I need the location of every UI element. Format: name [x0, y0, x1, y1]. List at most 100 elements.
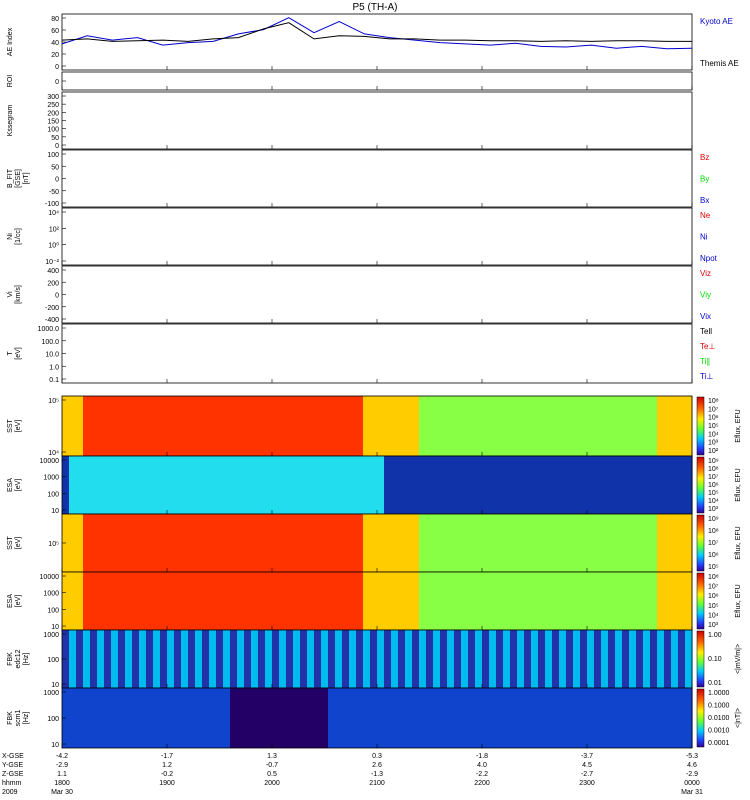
heatmap-cell	[398, 396, 406, 456]
heatmap-cell	[489, 456, 497, 514]
colorbar-tick-label: 10⁷	[708, 406, 719, 413]
heatmap-cell	[76, 396, 84, 456]
x-tick-label: 1900	[159, 780, 175, 787]
heatmap-cell	[132, 688, 140, 748]
heatmap-cell	[181, 396, 189, 456]
heatmap-cell	[580, 396, 588, 456]
heatmap-cell	[223, 630, 231, 688]
heatmap-cell	[132, 630, 140, 688]
heatmap-cell	[314, 630, 322, 688]
y-tick-label: 10.0	[45, 352, 59, 359]
heatmap-cell	[167, 688, 175, 748]
heatmap-cell	[524, 456, 532, 514]
heatmap-cell	[447, 688, 455, 748]
heatmap-cell	[538, 396, 546, 456]
legend-entry: Ne	[700, 211, 711, 220]
y-tick-label: 10⁴	[48, 210, 59, 217]
heatmap-cell	[678, 630, 686, 688]
heatmap-cell	[461, 456, 469, 514]
x-tick-label: 1.3	[267, 753, 277, 760]
heatmap-cell	[76, 514, 84, 572]
y-axis-label: SST	[7, 418, 14, 432]
heatmap-cell	[146, 688, 154, 748]
heatmap-cell	[111, 572, 119, 630]
heatmap-cell	[195, 688, 203, 748]
heatmap-cell	[454, 572, 462, 630]
heatmap-cell	[181, 688, 189, 748]
heatmap-cell	[300, 396, 308, 456]
heatmap-cell	[419, 396, 427, 456]
heatmap-cell	[223, 572, 231, 630]
heatmap-cell	[293, 396, 301, 456]
heatmap-cell	[377, 396, 385, 456]
y-axis-label: ESA	[7, 594, 14, 608]
legend-entry: Kyoto AE	[700, 17, 733, 26]
heatmap-cell	[636, 514, 644, 572]
heatmap-cell	[251, 396, 259, 456]
y-tick-label: 40	[51, 40, 59, 47]
heatmap-cell	[482, 688, 490, 748]
heatmap-cell	[97, 630, 105, 688]
heatmap-cell	[160, 396, 168, 456]
heatmap-cell	[125, 572, 133, 630]
heatmap-cell	[174, 514, 182, 572]
colorbar-label: Eflux, EFU	[735, 468, 742, 501]
heatmap-cell	[300, 514, 308, 572]
colorbar-tick-label: 10⁶	[708, 593, 719, 600]
heatmap-cell	[622, 572, 630, 630]
y-tick-label: 100.0	[41, 339, 59, 346]
heatmap-cell	[489, 688, 497, 748]
heatmap-cell	[118, 688, 126, 748]
x-axis-labels: X-GSE Y-GSE Z-GSE hhmm 2009 -4.2 -2.9 1.1 1800 Ma…	[2, 753, 703, 796]
heatmap-cell	[475, 396, 483, 456]
heatmap-cell	[545, 514, 553, 572]
heatmap-cell	[90, 396, 98, 456]
heatmap-cell	[69, 396, 77, 456]
heatmap-cell	[76, 572, 84, 630]
heatmap-cell	[643, 572, 651, 630]
heatmap-cell	[419, 688, 427, 748]
y-axis-label: T	[7, 351, 14, 356]
heatmap-cell	[454, 514, 462, 572]
y-tick-label: 0	[55, 64, 59, 71]
heatmap-cell	[566, 688, 574, 748]
heatmap-cell	[377, 572, 385, 630]
heatmap-cell	[125, 630, 133, 688]
heatmap-cell	[286, 630, 294, 688]
heatmap-cell	[356, 688, 364, 748]
heatmap-cell	[125, 456, 133, 514]
x-tick-label: 1.2	[162, 762, 172, 769]
heatmap-cell	[97, 456, 105, 514]
heatmap-cell	[629, 456, 637, 514]
heatmap-cell	[111, 456, 119, 514]
heatmap-cell	[356, 396, 364, 456]
heatmap-cell	[545, 688, 553, 748]
heatmap-cell	[174, 688, 182, 748]
heatmap-cell	[475, 630, 483, 688]
heatmap-cell	[419, 514, 427, 572]
y-tick-label: 10	[51, 682, 59, 689]
heatmap-cell	[671, 514, 679, 572]
heatmap-cell	[643, 688, 651, 748]
heatmap-cell	[531, 572, 539, 630]
heatmap-cell	[363, 688, 371, 748]
heatmap-cell	[482, 572, 490, 630]
heatmap-cell	[685, 514, 693, 572]
heatmap-cell	[279, 630, 287, 688]
heatmap-cell	[321, 456, 329, 514]
heatmap-cell	[160, 630, 168, 688]
heatmap-cell	[118, 630, 126, 688]
heatmap-cell	[279, 396, 287, 456]
heatmap-cell	[412, 396, 420, 456]
heatmap-cell	[111, 396, 119, 456]
heatmap-cell	[503, 456, 511, 514]
heatmap-cell	[363, 396, 371, 456]
heatmap-cell	[636, 396, 644, 456]
heatmap-cell	[69, 688, 77, 748]
heatmap-cell	[685, 630, 693, 688]
heatmap-cell	[202, 396, 210, 456]
heatmap-cell	[580, 514, 588, 572]
heatmap-cell	[594, 572, 602, 630]
heatmap-cell	[195, 572, 203, 630]
heatmap-cell	[524, 572, 532, 630]
